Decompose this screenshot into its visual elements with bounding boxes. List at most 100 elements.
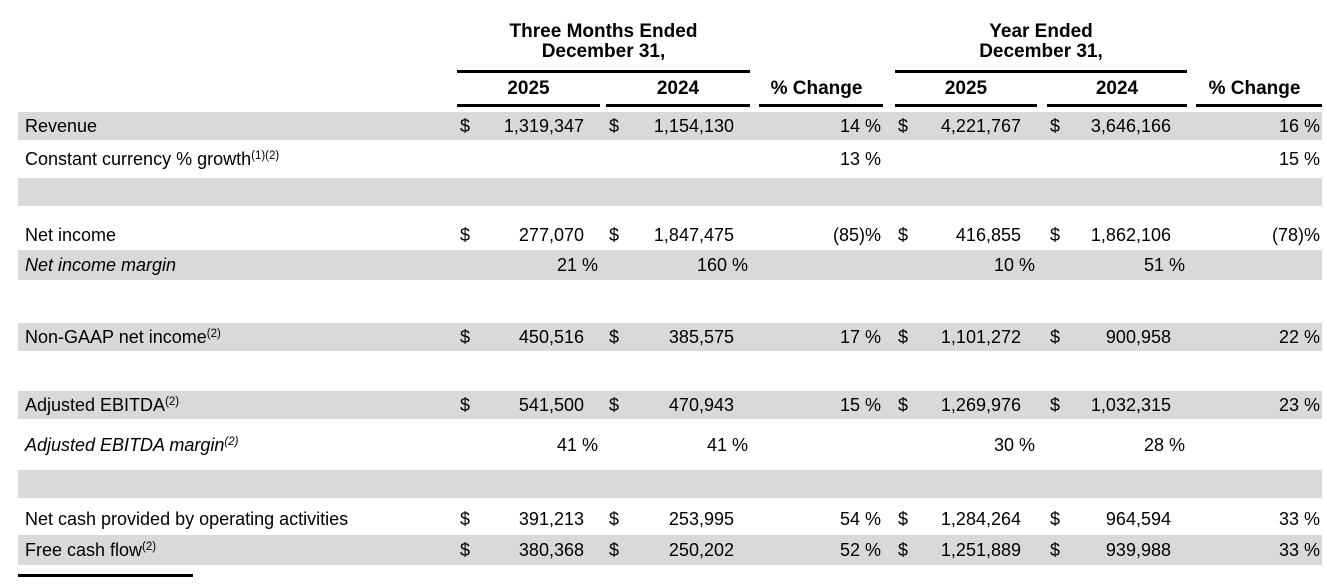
cell-value: 1,284,264 <box>940 508 1021 529</box>
value-cell: $385,575 <box>606 323 750 351</box>
group-title-line2: December 31, <box>979 41 1103 62</box>
cell-value: 10 % <box>993 254 1035 275</box>
row-label-text: Free cash flow <box>25 539 143 560</box>
cell-value: 33 % <box>1278 508 1320 529</box>
dollar-sign: $ <box>1050 115 1061 136</box>
row-label-text: Non-GAAP net income <box>25 326 207 347</box>
value-cell: $391,213 <box>457 505 600 533</box>
dollar-sign: $ <box>1050 225 1061 245</box>
dollar-sign: $ <box>1050 539 1061 560</box>
value-cell: $1,251,889 <box>895 535 1037 565</box>
value-cell: 33 % <box>1187 535 1322 565</box>
value-cell: $380,368 <box>457 535 600 565</box>
row-spacer <box>18 351 1322 391</box>
cell-value: 900,958 <box>1105 326 1171 347</box>
cell-value: 277,070 <box>518 225 584 245</box>
row-spacer <box>18 206 1322 221</box>
dollar-sign: $ <box>460 115 471 136</box>
value-cell: 15 % <box>750 391 883 419</box>
footnote-separator-line <box>18 574 193 577</box>
value-cell: $1,847,475 <box>606 221 750 250</box>
value-cell: $4,221,767 <box>895 112 1037 140</box>
cell-value: 28 % <box>1143 434 1185 455</box>
cell-value: 41 % <box>556 434 598 455</box>
value-cell: 28 % <box>1047 431 1187 459</box>
cell-value: 30 % <box>993 434 1035 455</box>
table-row: Free cash flow(2) $380,368 $250,202 52 % $1,… <box>18 535 1322 565</box>
value-cell: $3,646,166 <box>1047 112 1187 140</box>
empty-cell <box>606 140 750 178</box>
value-cell: $1,269,976 <box>895 391 1037 419</box>
group-header-three-months-ended: Three Months Ended December 31, <box>457 0 750 73</box>
empty-cell <box>750 250 883 280</box>
cell-value: 16 % <box>1278 115 1320 136</box>
table-row: Net income margin 21 % 160 % 10 % 51 % <box>18 250 1322 280</box>
dollar-sign: $ <box>460 539 471 560</box>
dollar-sign: $ <box>898 115 909 136</box>
value-cell: $964,594 <box>1047 505 1187 533</box>
dollar-sign: $ <box>609 115 620 136</box>
value-cell: $253,995 <box>606 505 750 533</box>
value-cell: (85)% <box>750 221 883 250</box>
row-spacer <box>18 498 1322 505</box>
group-title-line1: Year Ended <box>989 21 1093 42</box>
value-cell: 54 % <box>750 505 883 533</box>
row-label-footnote-ref: (2) <box>224 435 239 448</box>
row-label-text: Net income margin <box>25 254 177 275</box>
empty-cell <box>1187 250 1322 280</box>
value-cell: 33 % <box>1187 505 1322 533</box>
cell-value: 253,995 <box>668 508 734 529</box>
cell-value: 380,368 <box>518 539 584 560</box>
dollar-sign: $ <box>609 394 620 415</box>
empty-row <box>18 178 1322 206</box>
row-label-text: Net cash provided by operating activitie… <box>25 508 349 529</box>
table-row: Constant currency % growth(1)(2) 13 % 15 % <box>18 140 1322 178</box>
row-label-text: Constant currency % growth <box>25 148 252 169</box>
value-cell: $1,032,315 <box>1047 391 1187 419</box>
financial-table: Three Months Ended December 31, Year End… <box>18 0 1322 565</box>
cell-value: 1,847,475 <box>653 225 734 245</box>
cell-value: 13 % <box>839 148 881 169</box>
value-cell: 13 % <box>750 140 883 178</box>
cell-value: 51 % <box>1143 254 1185 275</box>
cell-value: 160 % <box>696 254 748 275</box>
value-cell: 30 % <box>895 431 1037 459</box>
table-row: Adjusted EBITDA(2) $541,500 $470,943 15 % $1… <box>18 391 1322 419</box>
cell-value: 22 % <box>1278 326 1320 347</box>
cell-value: 3,646,166 <box>1090 115 1171 136</box>
row-label: Adjusted EBITDA margin(2) <box>18 431 457 459</box>
cell-value: 15 % <box>1278 148 1320 169</box>
dollar-sign: $ <box>898 539 909 560</box>
dollar-sign: $ <box>1050 508 1061 529</box>
empty-cell <box>1047 140 1187 178</box>
group-header-year-ended: Year Ended December 31, <box>895 0 1187 73</box>
table-row: Adjusted EBITDA margin(2) 41 % 41 % 30 % 28 … <box>18 431 1322 459</box>
dollar-sign: $ <box>609 326 620 347</box>
row-label: Revenue <box>18 112 457 140</box>
group-title-line1: Three Months Ended <box>509 21 698 42</box>
value-cell: $416,855 <box>895 221 1037 250</box>
dollar-sign: $ <box>1050 326 1061 347</box>
dollar-sign: $ <box>609 225 620 245</box>
cell-value: 1,269,976 <box>940 394 1021 415</box>
cell-value: 4,221,767 <box>940 115 1021 136</box>
row-label: Net income <box>18 221 457 250</box>
row-label: Constant currency % growth(1)(2) <box>18 140 457 178</box>
cell-value: 541,500 <box>518 394 584 415</box>
value-cell: 23 % <box>1187 391 1322 419</box>
cell-value: (78)% <box>1271 225 1320 245</box>
cell-value: 1,251,889 <box>940 539 1021 560</box>
value-cell: 160 % <box>606 250 750 280</box>
cell-value: 450,516 <box>518 326 584 347</box>
cell-value: 391,213 <box>518 508 584 529</box>
row-label: Net income margin <box>18 250 457 280</box>
cell-value: 15 % <box>839 394 881 415</box>
cell-value: 1,319,347 <box>503 115 584 136</box>
row-label: Free cash flow(2) <box>18 535 457 565</box>
empty-row <box>18 470 1322 498</box>
row-label-text: Adjusted EBITDA <box>25 394 166 415</box>
table-body: Revenue $1,319,347 $1,154,130 14 % $4,221,76… <box>18 112 1322 565</box>
dollar-sign: $ <box>460 326 471 347</box>
cell-value: 54 % <box>839 508 881 529</box>
column-header-q-2024: 2024 <box>606 73 750 107</box>
